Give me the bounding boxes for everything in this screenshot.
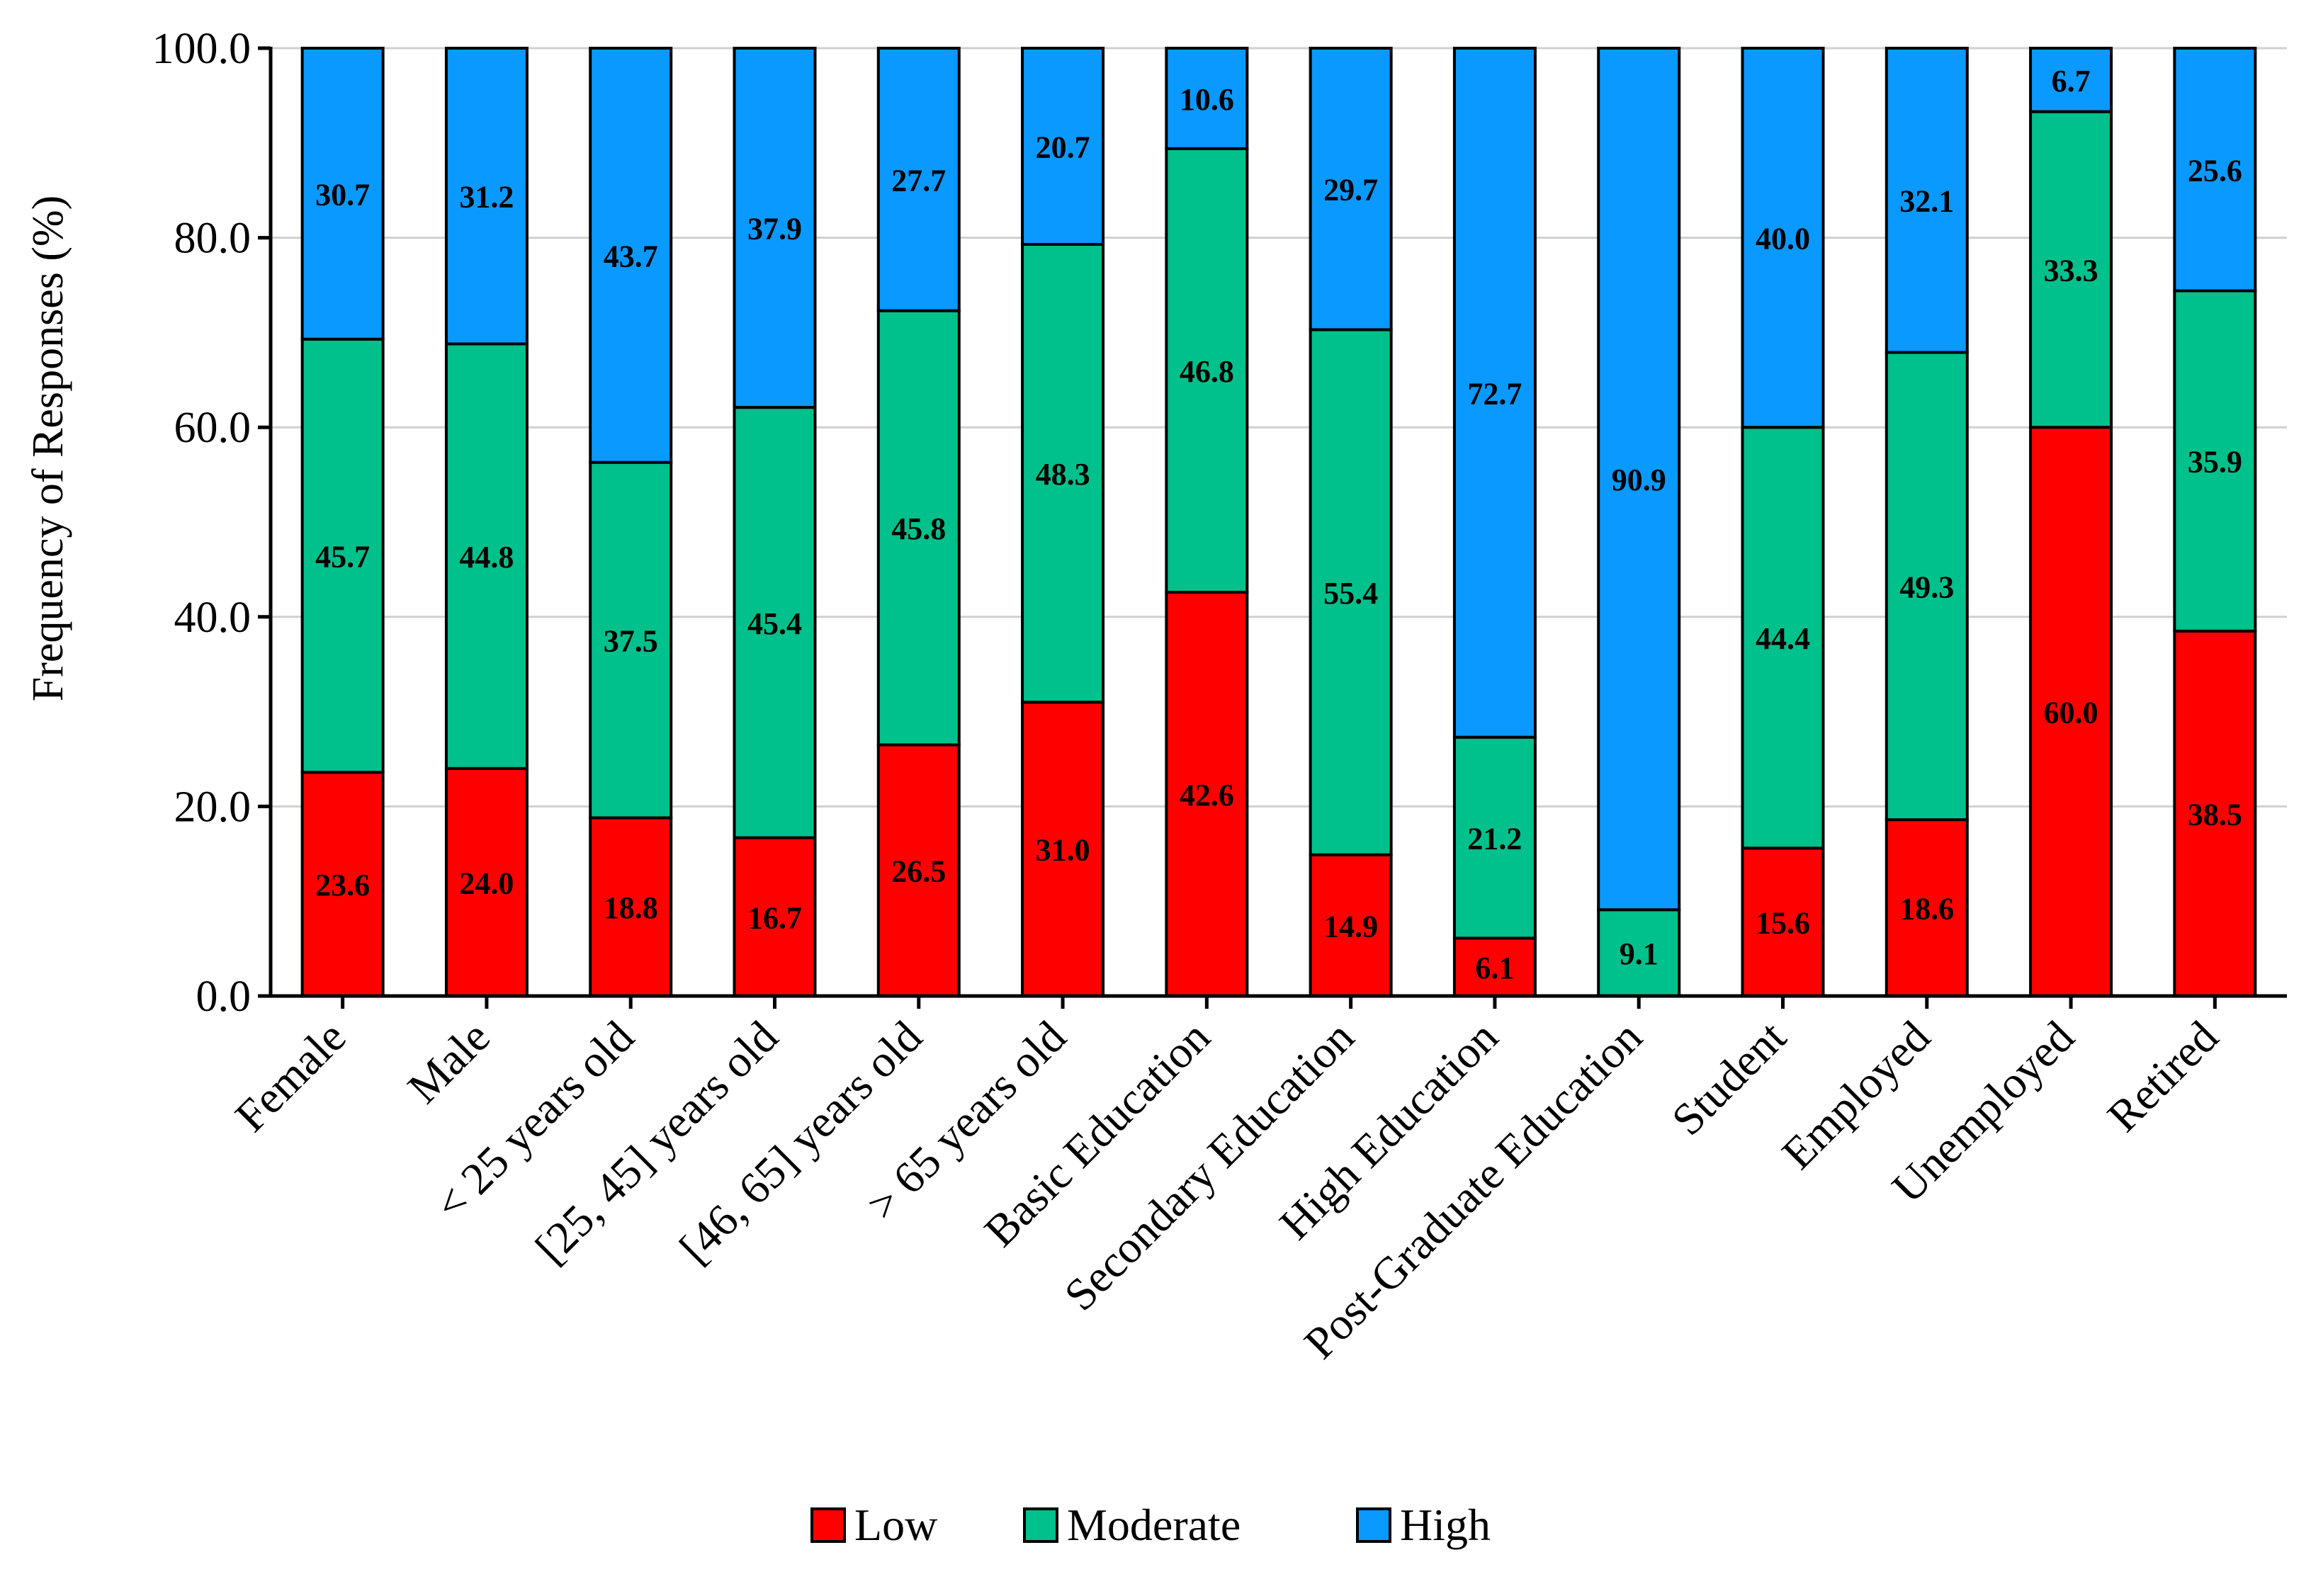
- data-label-moderate: 45.4: [747, 606, 802, 641]
- bar-segment-low: [1741, 847, 1825, 997]
- data-label-low: 16.7: [747, 900, 802, 935]
- data-labels: 23.6 45.7 30.7 24.0 44.8 31.2 18.8 37.5 43.7 16.7…: [315, 64, 2242, 985]
- legend-label-high: High: [1400, 1500, 1491, 1550]
- data-label-high: 30.7: [315, 177, 370, 212]
- bars: [300, 47, 2257, 998]
- bar-segment-high: [1309, 47, 1393, 332]
- bar-segment-high: [444, 47, 529, 346]
- data-label-high: 10.6: [1180, 82, 1234, 117]
- y-tick-label: 0.0: [196, 973, 252, 1021]
- bar-segment-high: [1452, 47, 1537, 739]
- data-label-high: 72.7: [1467, 376, 1522, 411]
- data-label-moderate: 45.8: [891, 511, 946, 546]
- bar-segment-low: [1165, 591, 1249, 997]
- x-category-label: Male: [398, 1012, 499, 1113]
- data-label-high: 6.7: [2052, 64, 2091, 98]
- data-label-low: 60.0: [2044, 696, 2098, 730]
- bar-segment-moderate: [1885, 351, 1969, 822]
- y-tick-label: 60.0: [174, 404, 252, 452]
- bar-segment-high: [2173, 47, 2257, 293]
- data-label-high: 29.7: [1323, 173, 1378, 208]
- x-category-label: [46, 65] years old: [669, 1012, 931, 1273]
- data-label-low: 26.5: [891, 854, 946, 889]
- legend-label-low: Low: [854, 1500, 937, 1550]
- bar-segment-moderate: [1452, 735, 1537, 940]
- data-label-moderate: 21.2: [1467, 822, 1522, 856]
- x-category-label: [25, 45] years old: [526, 1012, 787, 1273]
- bar-segment-moderate: [1309, 328, 1393, 856]
- bar-segment-high: [1165, 47, 1249, 150]
- data-label-low: 31.0: [1036, 833, 1090, 868]
- data-label-low: 42.6: [1180, 778, 1234, 813]
- bar-segment-high: [1597, 47, 1681, 912]
- bar-segment-high: [2029, 47, 2113, 113]
- y-tick-label: 40.0: [174, 594, 252, 642]
- data-label-moderate: 55.4: [1323, 576, 1378, 611]
- data-label-low: 23.6: [315, 868, 370, 902]
- bar-segment-moderate: [300, 337, 385, 774]
- data-label-moderate: 33.3: [2044, 253, 2098, 288]
- data-label-high: 20.7: [1036, 130, 1090, 164]
- bar-segment-low: [733, 836, 817, 997]
- bar-segment-high: [1741, 47, 1825, 429]
- legend-swatch-low: [810, 1507, 846, 1543]
- data-label-moderate: 49.3: [1899, 570, 1954, 604]
- bar-segment-low: [1021, 701, 1105, 997]
- data-label-low: 6.1: [1475, 951, 1514, 985]
- data-label-moderate: 48.3: [1036, 457, 1090, 492]
- y-tick-label: 80.0: [174, 215, 252, 263]
- data-label-high: 25.6: [2188, 153, 2242, 188]
- data-label-low: 24.0: [459, 866, 514, 900]
- data-label-high: 37.9: [747, 212, 802, 247]
- bar-segment-moderate: [1165, 147, 1249, 594]
- data-label-moderate: 46.8: [1180, 354, 1234, 389]
- bar-segment-moderate: [1741, 426, 1825, 850]
- legend-swatch-moderate: [1023, 1507, 1058, 1543]
- x-category-label: Retired: [2098, 1012, 2227, 1141]
- bar-segment-low: [1309, 853, 1393, 997]
- legend: Low Moderate High: [810, 1500, 1491, 1550]
- bar-segment-moderate: [876, 309, 961, 747]
- legend-label-moderate: Moderate: [1067, 1500, 1241, 1550]
- data-label-moderate: 45.7: [315, 539, 370, 574]
- bar-segment-high: [1885, 47, 1969, 354]
- bar-segment-low: [1452, 936, 1537, 997]
- bar-segment-high: [300, 47, 385, 341]
- gridlines: [271, 47, 2287, 808]
- bar-segment-high: [589, 47, 673, 464]
- data-label-low: 18.8: [604, 890, 658, 925]
- bar-segment-moderate: [589, 460, 673, 820]
- bar-segment-low: [876, 743, 961, 998]
- bar-segment-high: [733, 47, 817, 409]
- bar-segment-high: [876, 47, 961, 312]
- x-category-label: Female: [225, 1012, 355, 1141]
- data-label-moderate: 44.4: [1756, 621, 1810, 656]
- data-label-high: 32.1: [1899, 184, 1954, 219]
- data-label-moderate: 44.8: [459, 540, 514, 575]
- legend-swatch-high: [1356, 1507, 1391, 1543]
- data-label-low: 15.6: [1756, 906, 1810, 941]
- y-axis-title: Frequency of Responses (%): [24, 196, 72, 702]
- bar-segment-moderate: [2029, 110, 2113, 429]
- y-tick-label: 20.0: [174, 783, 252, 831]
- data-label-low: 38.5: [2188, 797, 2242, 832]
- data-label-high: 40.0: [1756, 222, 1810, 256]
- data-label-moderate: 37.5: [604, 624, 658, 659]
- data-label-moderate: 9.1: [1620, 936, 1659, 971]
- data-label-high: 27.7: [891, 163, 946, 198]
- data-label-low: 14.9: [1323, 909, 1378, 944]
- x-category-label: Student: [1662, 1012, 1796, 1145]
- data-label-high: 31.2: [459, 180, 514, 215]
- data-label-low: 18.6: [1899, 892, 1954, 927]
- bar-segment-low: [300, 771, 385, 998]
- bar-segment-low: [2173, 629, 2257, 997]
- data-label-moderate: 35.9: [2188, 445, 2242, 480]
- bar-segment-high: [1021, 47, 1105, 246]
- bar-segment-moderate: [1021, 242, 1105, 704]
- y-tick-label: 100.0: [152, 25, 252, 73]
- data-label-high: 90.9: [1612, 463, 1666, 497]
- data-label-high: 43.7: [604, 239, 658, 273]
